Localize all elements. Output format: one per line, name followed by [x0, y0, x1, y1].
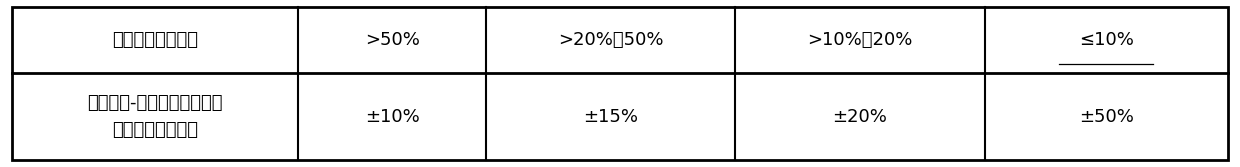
Text: ≤10%: ≤10% [1079, 31, 1133, 49]
Text: ±15%: ±15% [583, 108, 639, 126]
Text: 气相色谱-串联质谱相对离子
丰度最大允许误差: 气相色谱-串联质谱相对离子 丰度最大允许误差 [88, 94, 223, 139]
Text: ±20%: ±20% [832, 108, 888, 126]
Text: >50%: >50% [365, 31, 419, 49]
Text: >20%～50%: >20%～50% [558, 31, 663, 49]
Text: ±10%: ±10% [365, 108, 419, 126]
Text: ±50%: ±50% [1079, 108, 1133, 126]
Text: 相对丰度（基峰）: 相对丰度（基峰） [112, 31, 198, 49]
Text: >10%～20%: >10%～20% [807, 31, 913, 49]
